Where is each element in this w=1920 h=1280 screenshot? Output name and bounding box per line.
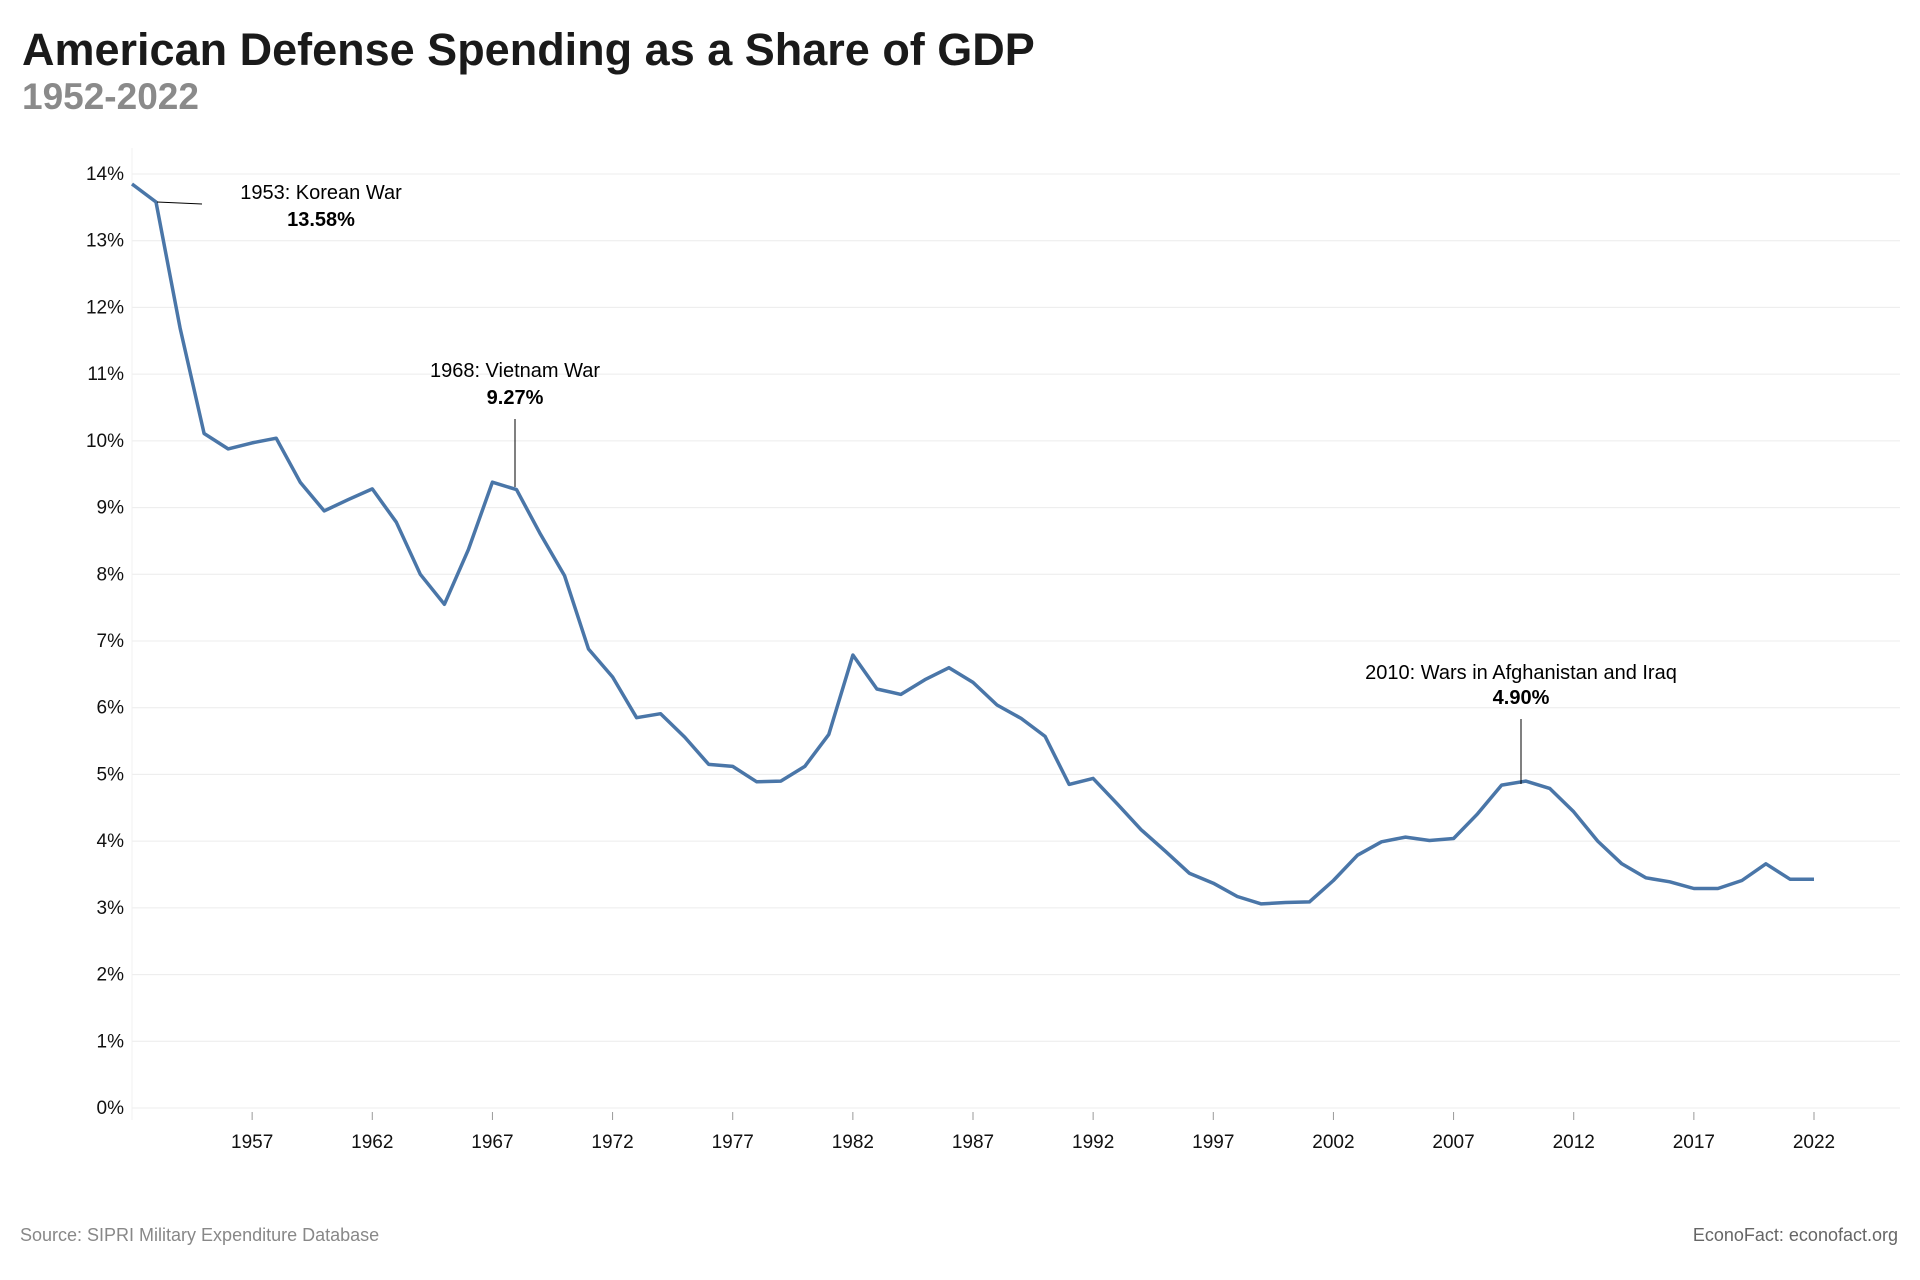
y-tick-label: 8% xyxy=(97,564,125,585)
defense-spending-line xyxy=(130,182,1814,906)
x-tick-label: 2007 xyxy=(1432,1132,1474,1153)
y-tick-label: 7% xyxy=(97,631,125,652)
x-tick-label: 1962 xyxy=(351,1132,393,1153)
x-tick-label: 1972 xyxy=(591,1132,633,1153)
x-tick-label: 1992 xyxy=(1072,1132,1114,1153)
annotation-label: 1968: Vietnam War xyxy=(430,360,600,382)
x-tick-label: 2002 xyxy=(1312,1132,1354,1153)
x-tick-label: 1982 xyxy=(832,1132,874,1153)
y-tick-label: 11% xyxy=(87,364,124,385)
source-note: Source: SIPRI Military Expenditure Datab… xyxy=(20,1225,380,1245)
y-tick-label: 3% xyxy=(97,898,125,919)
y-tick-label: 10% xyxy=(86,431,124,452)
annotation-value: 9.27% xyxy=(487,387,544,409)
y-tick-label: 12% xyxy=(86,297,124,318)
x-tick-label: 2017 xyxy=(1673,1132,1715,1153)
annotation-value: 13.58% xyxy=(287,209,355,231)
y-tick-label: 9% xyxy=(97,498,125,519)
x-tick-label: 1967 xyxy=(471,1132,513,1153)
annotation-label: 1953: Korean War xyxy=(240,182,402,204)
x-tick-label: 2022 xyxy=(1793,1132,1835,1153)
chart-subtitle: 1952-2022 xyxy=(22,76,199,117)
x-tick-label: 1997 xyxy=(1192,1132,1234,1153)
credit-note: EconoFact: econofact.org xyxy=(1692,1225,1898,1245)
y-tick-label: 13% xyxy=(86,231,124,252)
annotation-leader-line xyxy=(156,201,203,205)
x-tick-label: 1957 xyxy=(231,1132,273,1153)
y-tick-label: 4% xyxy=(97,831,125,852)
y-tick-label: 6% xyxy=(97,698,125,719)
y-tick-label: 14% xyxy=(86,164,124,185)
annotation-label: 2010: Wars in Afghanistan and Iraq xyxy=(1365,662,1677,684)
x-tick-label: 2012 xyxy=(1553,1132,1595,1153)
y-tick-label: 5% xyxy=(97,764,125,785)
x-tick-label: 1987 xyxy=(952,1132,994,1153)
x-tick-label: 1977 xyxy=(712,1132,754,1153)
y-tick-label: 0% xyxy=(97,1098,125,1119)
chart-title: American Defense Spending as a Share of … xyxy=(22,24,1035,75)
annotation-value: 4.90% xyxy=(1493,687,1550,709)
y-tick-label: 1% xyxy=(97,1031,125,1052)
y-tick-label: 2% xyxy=(97,965,125,986)
